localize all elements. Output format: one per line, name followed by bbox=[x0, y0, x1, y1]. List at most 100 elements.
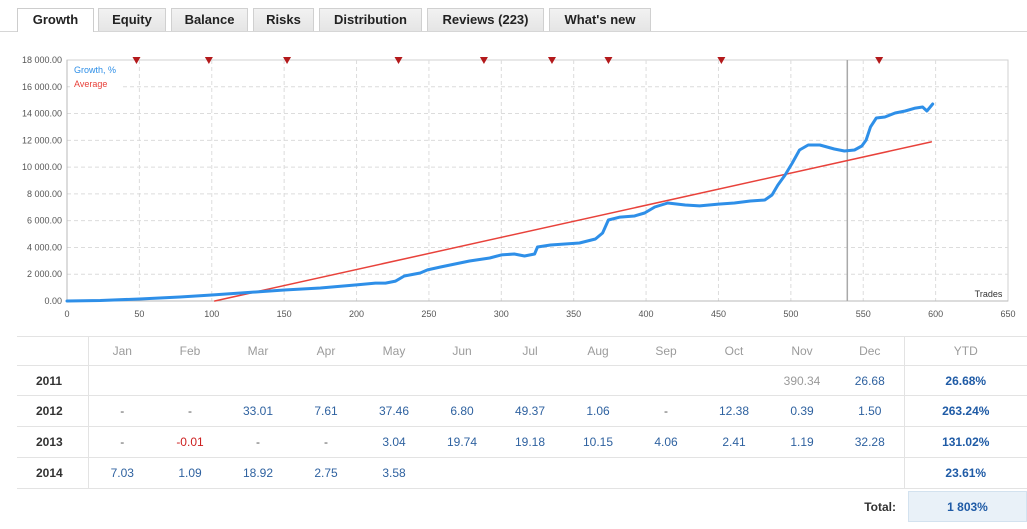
month-return: 7.03 bbox=[88, 457, 156, 489]
month-return: -0.01 bbox=[156, 426, 224, 458]
month-return: 19.18 bbox=[496, 426, 564, 458]
header-month: May bbox=[360, 336, 428, 366]
month-return: 10.15 bbox=[564, 426, 632, 458]
ytd-return: 26.68% bbox=[903, 365, 1027, 396]
year-label: 2011 bbox=[17, 365, 89, 396]
month-return: 3.04 bbox=[360, 426, 428, 458]
month-return: 6.80 bbox=[428, 395, 496, 427]
month-return: - bbox=[88, 395, 156, 427]
month-return: 33.01 bbox=[224, 395, 292, 427]
returns-row: 2011 390.34 26.68 26.68% bbox=[17, 365, 1027, 396]
plot-frame bbox=[66, 59, 1009, 302]
month-return bbox=[632, 365, 700, 396]
tab-bar-underline bbox=[0, 31, 1027, 32]
month-return bbox=[564, 365, 632, 396]
event-marker bbox=[394, 57, 403, 64]
header-month: Aug bbox=[564, 336, 632, 366]
x-tick-label: 650 bbox=[1000, 309, 1015, 319]
month-return: - bbox=[88, 426, 156, 458]
month-return: 1.06 bbox=[564, 395, 632, 427]
y-tick-label: 4 000.00 bbox=[27, 242, 62, 252]
legend-growth-label: Growth, % bbox=[74, 65, 116, 75]
header-month: Jun bbox=[428, 336, 496, 366]
month-return: 2.41 bbox=[700, 426, 768, 458]
x-tick-label: 250 bbox=[421, 309, 436, 319]
tab-risks[interactable]: Risks bbox=[253, 8, 314, 31]
y-tick-label: 2 000.00 bbox=[27, 269, 62, 279]
month-return bbox=[156, 365, 224, 396]
table-footer: Total: 1 803% bbox=[17, 489, 1027, 525]
x-tick-label: 450 bbox=[711, 309, 726, 319]
x-tick-label: 500 bbox=[783, 309, 798, 319]
y-tick-label: 12 000.00 bbox=[22, 135, 62, 145]
header-month: Jan bbox=[88, 336, 156, 366]
event-marker bbox=[547, 57, 556, 64]
month-return bbox=[700, 365, 768, 396]
month-return bbox=[564, 457, 632, 489]
y-tick-label: 8 000.00 bbox=[27, 189, 62, 199]
header-ytd: YTD bbox=[903, 336, 1027, 366]
returns-row: 2012- -33.01 7.61 37.46 6.80 49.37 1.06-12.38 0… bbox=[17, 395, 1027, 427]
month-return: 26.68 bbox=[836, 365, 904, 396]
header-month: Sep bbox=[632, 336, 700, 366]
tab-reviews[interactable]: Reviews (223) bbox=[427, 8, 544, 31]
tab-balance[interactable]: Balance bbox=[171, 8, 248, 31]
x-axis-title: Trades bbox=[975, 289, 1003, 299]
header-month: Feb bbox=[156, 336, 224, 366]
year-label: 2014 bbox=[17, 457, 89, 489]
header-row: Jan Feb Mar Apr May Jun Jul Aug Sep Oct Nov Dec YTD bbox=[17, 336, 1027, 366]
header-month: Jul bbox=[496, 336, 564, 366]
x-tick-label: 150 bbox=[277, 309, 292, 319]
tab-whats-new[interactable]: What's new bbox=[549, 8, 651, 31]
header-month: Mar bbox=[224, 336, 292, 366]
month-return bbox=[632, 457, 700, 489]
event-marker bbox=[875, 57, 884, 64]
month-return bbox=[360, 365, 428, 396]
tab-growth[interactable]: Growth bbox=[17, 8, 94, 32]
x-axis-title-box bbox=[971, 288, 1006, 300]
ytd-return: 23.61% bbox=[903, 457, 1027, 489]
total-cell: 1 803% bbox=[904, 489, 1027, 525]
total-row: Total: 1 803% bbox=[17, 489, 1027, 525]
event-marker bbox=[132, 57, 141, 64]
month-return: 32.28 bbox=[836, 426, 904, 458]
x-tick-label: 100 bbox=[204, 309, 219, 319]
average-line bbox=[213, 141, 933, 302]
month-return bbox=[700, 457, 768, 489]
x-tick-label: 600 bbox=[928, 309, 943, 319]
month-return: 19.74 bbox=[428, 426, 496, 458]
month-return: 37.46 bbox=[360, 395, 428, 427]
tab-distribution[interactable]: Distribution bbox=[319, 8, 422, 31]
total-label: Total: bbox=[864, 499, 896, 514]
event-marker bbox=[204, 57, 213, 64]
month-return: 1.50 bbox=[836, 395, 904, 427]
month-return: - bbox=[224, 426, 292, 458]
month-return: 390.34 bbox=[768, 365, 836, 396]
month-return bbox=[292, 365, 360, 396]
x-tick-label: 300 bbox=[494, 309, 509, 319]
event-marker bbox=[283, 57, 292, 64]
returns-row: 2014 7.03 1.09 18.92 2.75 3.58 23.61% bbox=[17, 457, 1027, 489]
ytd-return: 263.24% bbox=[903, 395, 1027, 427]
month-return bbox=[836, 457, 904, 489]
monthly-returns-table: Jan Feb Mar Apr May Jun Jul Aug Sep Oct Nov Dec YTD … bbox=[17, 336, 1027, 524]
tab-equity[interactable]: Equity bbox=[98, 8, 166, 31]
month-return: 1.19 bbox=[768, 426, 836, 458]
table-header: Jan Feb Mar Apr May Jun Jul Aug Sep Oct Nov Dec YTD bbox=[17, 336, 1027, 366]
month-return: 1.09 bbox=[156, 457, 224, 489]
x-tick-label: 0 bbox=[64, 309, 69, 319]
x-tick-label: 550 bbox=[856, 309, 871, 319]
y-tick-label: 6 000.00 bbox=[27, 216, 62, 226]
header-month: Dec bbox=[836, 336, 904, 366]
ytd-return: 131.02% bbox=[903, 426, 1027, 458]
header-month: Apr bbox=[292, 336, 360, 366]
month-return: - bbox=[156, 395, 224, 427]
year-label: 2013 bbox=[17, 426, 89, 458]
month-return bbox=[428, 365, 496, 396]
month-return: 4.06 bbox=[632, 426, 700, 458]
month-return bbox=[224, 365, 292, 396]
month-return bbox=[768, 457, 836, 489]
table-body: 2011 390.34 26.68 26.68% 2012- -33.01 7.61 37.4… bbox=[17, 365, 1027, 489]
month-return: 0.39 bbox=[768, 395, 836, 427]
month-return: - bbox=[292, 426, 360, 458]
